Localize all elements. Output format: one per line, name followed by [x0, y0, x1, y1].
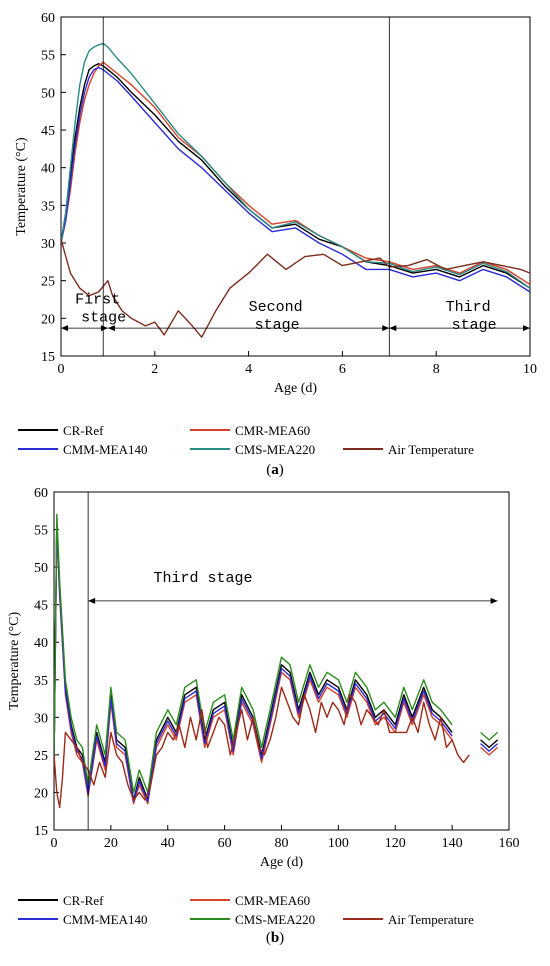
- b-y-tick-label: 40: [34, 636, 48, 651]
- b-series-line-1: [54, 521, 499, 801]
- b-x-axis-label: Age (d): [260, 855, 303, 870]
- a-y-tick-label: 40: [41, 162, 55, 177]
- b-y-tick-label: 15: [34, 824, 48, 839]
- b-x-tick-label: 40: [161, 836, 175, 851]
- b-x-tick-label: 140: [442, 836, 463, 851]
- a-stage-arrowhead: [61, 325, 68, 332]
- panel-b-chart: 0 20 40 60 80 100 120 140 160 15 20 25 30 35 40 45 50 55 6…: [7, 486, 520, 870]
- a-stage-arrowhead: [107, 325, 115, 332]
- a-legend-label: CMM-MEA140: [63, 442, 148, 457]
- a-x-tick-label: 4: [245, 362, 252, 377]
- a-y-tick-label: 20: [41, 312, 55, 327]
- a-series-line-4: [61, 42, 530, 289]
- a-x-tick-label: 0: [58, 362, 65, 377]
- a-series-group: [61, 42, 530, 338]
- a-stage-label: First stage: [75, 291, 126, 326]
- b-y-tick-label: 35: [34, 674, 48, 689]
- a-x-tick-label: 8: [433, 362, 440, 377]
- a-series-line-3: [61, 66, 530, 293]
- a-legend-label: CMS-MEA220: [235, 442, 315, 457]
- a-stage-label: Third stage: [446, 299, 497, 334]
- b-x-tick-label: 100: [328, 836, 349, 851]
- a-legend-label: CR-Ref: [63, 423, 104, 438]
- a-x-tick-label: 2: [151, 362, 158, 377]
- b-y-tick-label: 20: [34, 786, 48, 801]
- a-caption-text: (a): [266, 462, 284, 478]
- panel-a-caption: (a): [266, 462, 284, 478]
- panel-b-legend: CR-Ref CMR-MEA60 CMM-MEA140 CMS-MEA220 Air T…: [18, 893, 474, 927]
- a-legend-label: CMR-MEA60: [235, 423, 310, 438]
- panel-b-caption: (b): [266, 930, 284, 946]
- a-plot-frame: [60, 16, 531, 357]
- b-series-line-3: [54, 525, 499, 803]
- b-y-tick-label: 50: [34, 561, 48, 576]
- a-series-line-2: [61, 61, 530, 285]
- b-x-tick-label: 60: [218, 836, 232, 851]
- a-y-tick-label: 60: [41, 11, 55, 26]
- b-y-tick-label: 25: [34, 749, 48, 764]
- b-series-line-5: [54, 686, 470, 809]
- a-stage-arrowhead: [382, 325, 390, 332]
- panel-a-legend: CR-Ref CMR-MEA60 CMM-MEA140 CMS-MEA220 Air T…: [18, 423, 474, 457]
- a-y-axis-label: Temperature (°C): [14, 137, 29, 236]
- b-stage-label: Third stage: [154, 570, 253, 587]
- b-legend-label: CMM-MEA140: [63, 912, 148, 927]
- b-stage-arrowhead: [490, 597, 498, 604]
- a-y-tick-label: 55: [41, 49, 55, 64]
- a-x-tick-label: 10: [523, 362, 537, 377]
- b-series-line-2: [54, 528, 499, 805]
- b-x-tick-label: 20: [104, 836, 118, 851]
- b-y-tick-label: 45: [34, 599, 48, 614]
- b-x-tick-label: 0: [51, 836, 58, 851]
- b-y-tick-label: 60: [34, 486, 48, 501]
- a-y-tick-label: 15: [41, 350, 55, 365]
- b-x-tick-label: 80: [275, 836, 289, 851]
- b-legend-label: Air Temperature: [388, 912, 474, 927]
- b-y-tick-label: 55: [34, 524, 48, 539]
- a-y-tick-label: 25: [41, 275, 55, 290]
- b-stage-arrowhead: [88, 597, 96, 604]
- a-y-tick-label: 35: [41, 199, 55, 214]
- b-legend-label: CMR-MEA60: [235, 893, 310, 908]
- a-stage-arrowhead: [523, 325, 530, 332]
- b-legend-label: CMS-MEA220: [235, 912, 315, 927]
- a-stage-arrowhead: [100, 325, 108, 332]
- a-series-line-5: [61, 239, 530, 338]
- b-y-axis-label: Temperature (°C): [7, 612, 22, 711]
- b-x-tick-label: 120: [385, 836, 406, 851]
- b-caption-text: (b): [266, 930, 284, 946]
- a-legend-label: Air Temperature: [388, 442, 474, 457]
- a-stage-label: Second stage: [249, 299, 303, 334]
- panel-a-chart: 0 2 4 6 8 10 15 20 25 30 35 40 45 50 55 60 Age (d) Temper…: [14, 11, 537, 396]
- a-y-tick-label: 50: [41, 86, 55, 101]
- b-series-line-4: [54, 513, 499, 794]
- b-series-group: [54, 513, 499, 809]
- b-y-tick-label: 30: [34, 711, 48, 726]
- a-stage-arrowhead: [389, 325, 397, 332]
- a-y-tick-label: 45: [41, 124, 55, 139]
- b-legend-label: CR-Ref: [63, 893, 104, 908]
- a-series-line-1: [61, 63, 530, 289]
- b-x-tick-label: 160: [499, 836, 520, 851]
- a-y-tick-label: 30: [41, 237, 55, 252]
- a-x-tick-label: 6: [339, 362, 346, 377]
- b-plot-frame: [53, 491, 510, 831]
- a-x-axis-label: Age (d): [274, 381, 317, 396]
